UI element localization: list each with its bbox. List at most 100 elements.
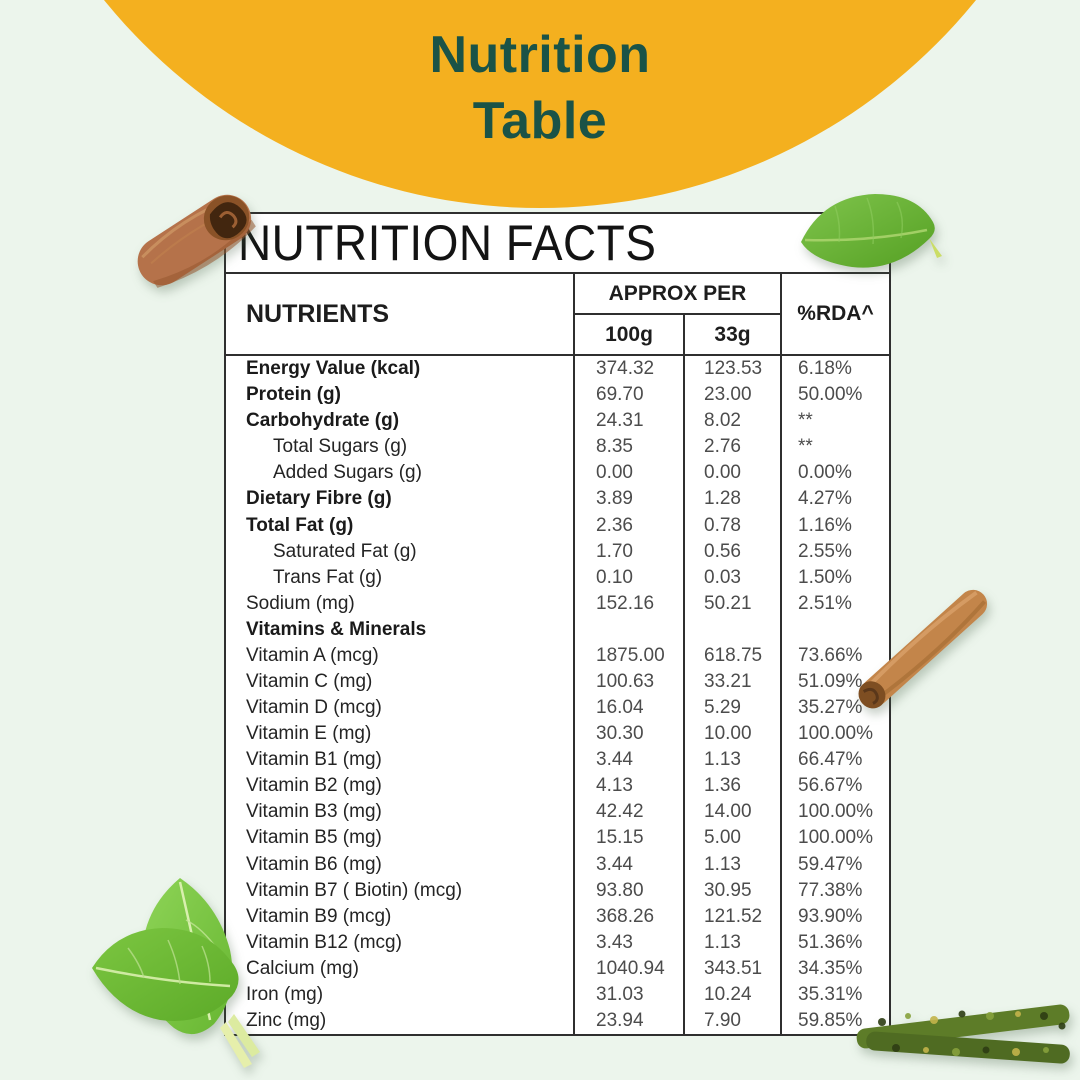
value-100g: 374.32 xyxy=(575,356,685,383)
nutrient-label: Energy Value (kcal) xyxy=(226,356,575,383)
table-row: Saturated Fat (g) 1.70 0.56 2.55% xyxy=(226,538,889,565)
value-rda: 66.47% xyxy=(798,749,863,771)
value-33g: 1.28 xyxy=(685,486,782,513)
value-100g: 4.13 xyxy=(575,773,685,800)
value-rda: 73.66% xyxy=(798,644,863,666)
table-row: Vitamin D (mcg) 16.04 5.29 35.27% xyxy=(226,695,889,722)
nutrient-label: Carbohydrate (g) xyxy=(226,408,575,435)
table-row: Vitamin A (mcg) 1875.00 618.75 73.66% xyxy=(226,642,889,669)
value-33g: 23.00 xyxy=(685,382,782,409)
value-rda: 1.16% xyxy=(798,514,852,536)
mint-leaves-image xyxy=(92,878,260,1068)
nutrient-label: Added Sugars (g) xyxy=(226,460,575,487)
value-33g: 0.56 xyxy=(685,538,782,565)
dried-stems-image xyxy=(856,1004,1070,1064)
cinnamon-stick-image xyxy=(858,589,988,709)
nutrient-label: Vitamin E (mg) xyxy=(226,721,575,748)
header-approx-per: APPROX PER xyxy=(575,274,780,315)
value-100g: 100.63 xyxy=(575,668,685,696)
value-33g: 30.95 xyxy=(685,877,782,904)
nutrient-label: Vitamin B6 (mg) xyxy=(226,851,575,878)
value-100g: 42.42 xyxy=(575,799,685,826)
value-33g: 33.21 xyxy=(685,668,782,696)
value-33g: 14.00 xyxy=(685,799,782,826)
value-33g: 0.00 xyxy=(685,460,782,487)
value-100g: 3.43 xyxy=(575,929,685,956)
value-100g: 69.70 xyxy=(575,382,685,409)
value-33g: 1.13 xyxy=(685,851,782,878)
value-33g: 618.75 xyxy=(685,642,782,669)
nutrient-label: Vitamin B12 (mcg) xyxy=(226,929,575,956)
value-rda: 100.00% xyxy=(798,827,874,849)
value-33g: 1.13 xyxy=(685,929,782,956)
value-100g: 23.94 xyxy=(575,1007,685,1035)
nutrient-label: Vitamin B3 (mg) xyxy=(226,799,575,826)
value-rda: ** xyxy=(798,410,813,432)
nutrition-facts-table: NUTRITION FACTS NUTRIENTS APPROX PER 100… xyxy=(224,212,891,1036)
value-rda: 35.27% xyxy=(798,697,863,719)
value-100g: 2.36 xyxy=(575,512,685,539)
bay-leaf-image xyxy=(801,194,942,268)
value-rda: 6.18% xyxy=(798,358,852,380)
value-100g: 1040.94 xyxy=(575,955,685,982)
value-100g: 8.35 xyxy=(575,434,685,461)
header-approx-group: APPROX PER 100g 33g xyxy=(575,274,782,354)
table-header: NUTRIENTS APPROX PER 100g 33g %RDA^ xyxy=(226,274,889,356)
value-33g xyxy=(685,616,782,643)
value-rda: 1.50% xyxy=(798,566,852,588)
value-33g: 0.03 xyxy=(685,564,782,591)
table-row: Iron (mg) 31.03 10.24 35.31% xyxy=(226,981,889,1008)
value-100g: 24.31 xyxy=(575,408,685,435)
table-row: Trans Fat (g) 0.10 0.03 1.50% xyxy=(226,564,889,591)
value-rda: 2.51% xyxy=(798,592,852,614)
table-row: Dietary Fibre (g) 3.89 1.28 4.27% xyxy=(226,486,889,513)
value-rda: 50.00% xyxy=(798,384,863,406)
table-title-cell: NUTRITION FACTS xyxy=(226,214,889,274)
value-rda: 100.00% xyxy=(798,801,874,823)
value-rda: ** xyxy=(798,436,813,458)
table-row: Vitamin B5 (mg) 15.15 5.00 100.00% xyxy=(226,825,889,852)
header-rda: %RDA^ xyxy=(797,302,874,325)
header-serving-columns: 100g 33g xyxy=(575,315,780,354)
value-rda: 0.00% xyxy=(798,462,852,484)
nutrient-label: Iron (mg) xyxy=(226,981,575,1008)
table-row: Vitamins & Minerals xyxy=(226,616,889,643)
value-33g: 2.76 xyxy=(685,434,782,461)
value-rda: 51.36% xyxy=(798,931,863,953)
value-100g: 3.44 xyxy=(575,747,685,774)
table-row: Carbohydrate (g) 24.31 8.02 ** xyxy=(226,408,889,435)
nutrient-label: Vitamin B1 (mg) xyxy=(226,747,575,774)
value-rda: 59.47% xyxy=(798,853,863,875)
value-33g: 5.29 xyxy=(685,695,782,722)
value-33g: 0.78 xyxy=(685,512,782,539)
table-row: Vitamin B3 (mg) 42.42 14.00 100.00% xyxy=(226,799,889,826)
nutrient-label: Protein (g) xyxy=(226,382,575,409)
value-rda: 51.09% xyxy=(798,670,863,692)
value-33g: 5.00 xyxy=(685,825,782,852)
nutrient-label: Calcium (mg) xyxy=(226,955,575,982)
value-33g: 7.90 xyxy=(685,1007,782,1035)
header-nutrients: NUTRIENTS xyxy=(226,274,575,354)
value-33g: 121.52 xyxy=(685,903,782,930)
value-100g xyxy=(575,616,685,643)
value-100g: 93.80 xyxy=(575,877,685,904)
table-row: Vitamin B6 (mg) 3.44 1.13 59.47% xyxy=(226,851,889,878)
table-body: Energy Value (kcal) 374.32 123.53 6.18% Prot… xyxy=(226,356,889,1035)
value-33g: 1.36 xyxy=(685,773,782,800)
value-rda: 2.55% xyxy=(798,540,852,562)
table-row: Protein (g) 69.70 23.00 50.00% xyxy=(226,382,889,409)
value-rda: 100.00% xyxy=(798,723,874,745)
value-rda: 56.67% xyxy=(798,775,863,797)
table-row: Calcium (mg) 1040.94 343.51 34.35% xyxy=(226,955,889,982)
value-100g: 31.03 xyxy=(575,981,685,1008)
value-100g: 0.00 xyxy=(575,460,685,487)
value-100g: 1875.00 xyxy=(575,642,685,669)
value-rda: 93.90% xyxy=(798,905,863,927)
table-row: Total Sugars (g) 8.35 2.76 ** xyxy=(226,434,889,461)
table-row: Vitamin B12 (mcg) 3.43 1.13 51.36% xyxy=(226,929,889,956)
nutrient-label: Total Sugars (g) xyxy=(226,434,575,461)
table-row: Sodium (mg) 152.16 50.21 2.51% xyxy=(226,590,889,617)
nutrient-label: Saturated Fat (g) xyxy=(226,538,575,565)
value-33g: 1.13 xyxy=(685,747,782,774)
table-row: Vitamin B9 (mcg) 368.26 121.52 93.90% xyxy=(226,903,889,930)
